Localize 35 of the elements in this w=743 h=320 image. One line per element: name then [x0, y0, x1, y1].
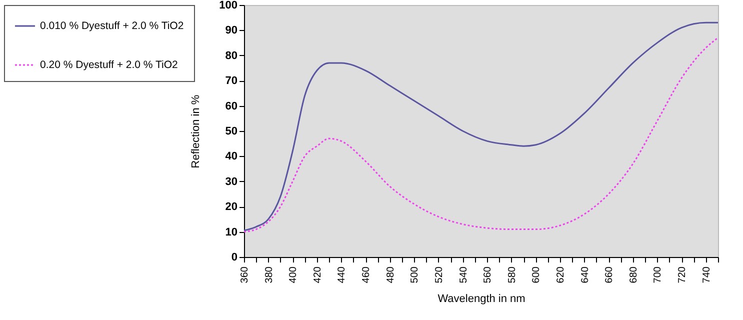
x-tick-label: 660: [604, 266, 616, 284]
x-tick-label: 460: [361, 266, 372, 284]
x-tick-label: 520: [434, 266, 445, 284]
x-tick-label: 720: [677, 266, 688, 284]
x-tick-label: 560: [482, 266, 494, 284]
x-axis-title: Wavelength in nm: [438, 293, 526, 306]
y-tick-label: 30: [225, 176, 238, 188]
y-axis-title: Reflection in %: [190, 94, 202, 168]
x-tick-label: 400: [288, 266, 300, 284]
x-tick-label: 580: [506, 266, 518, 284]
y-tick-label: 40: [225, 150, 238, 163]
y-tick-label: 90: [225, 24, 238, 37]
y-tick-label: 80: [225, 50, 238, 62]
x-tick-label: 360: [240, 266, 250, 284]
y-tick-label: 50: [225, 126, 238, 138]
legend-label: 0.20 % Dyestuff + 2.0 % TiO2: [40, 59, 178, 71]
y-tick-label: 20: [225, 201, 238, 214]
y-tick-label: 60: [225, 100, 238, 112]
y-tick-label: 100: [219, 0, 238, 12]
x-tick-label: 540: [458, 266, 470, 284]
x-tick-label: 420: [312, 266, 324, 284]
y-tick-label: 10: [225, 226, 238, 238]
y-tick-label: 70: [225, 75, 238, 88]
x-tick-label: 620: [556, 266, 566, 284]
x-tick-label: 740: [701, 266, 712, 284]
y-tick-label: 0: [231, 252, 238, 264]
legend-label: 0.010 % Dyestuff + 2.0 % TiO2: [40, 20, 184, 32]
x-tick-label: 680: [628, 266, 640, 284]
x-tick-label: 600: [531, 266, 542, 284]
x-tick-label: 480: [385, 266, 396, 284]
x-tick-label: 380: [264, 266, 275, 284]
x-tick-label: 700: [652, 266, 664, 284]
x-tick-label: 500: [410, 266, 421, 284]
x-tick-label: 440: [336, 266, 348, 284]
x-tick-label: 640: [580, 266, 591, 284]
